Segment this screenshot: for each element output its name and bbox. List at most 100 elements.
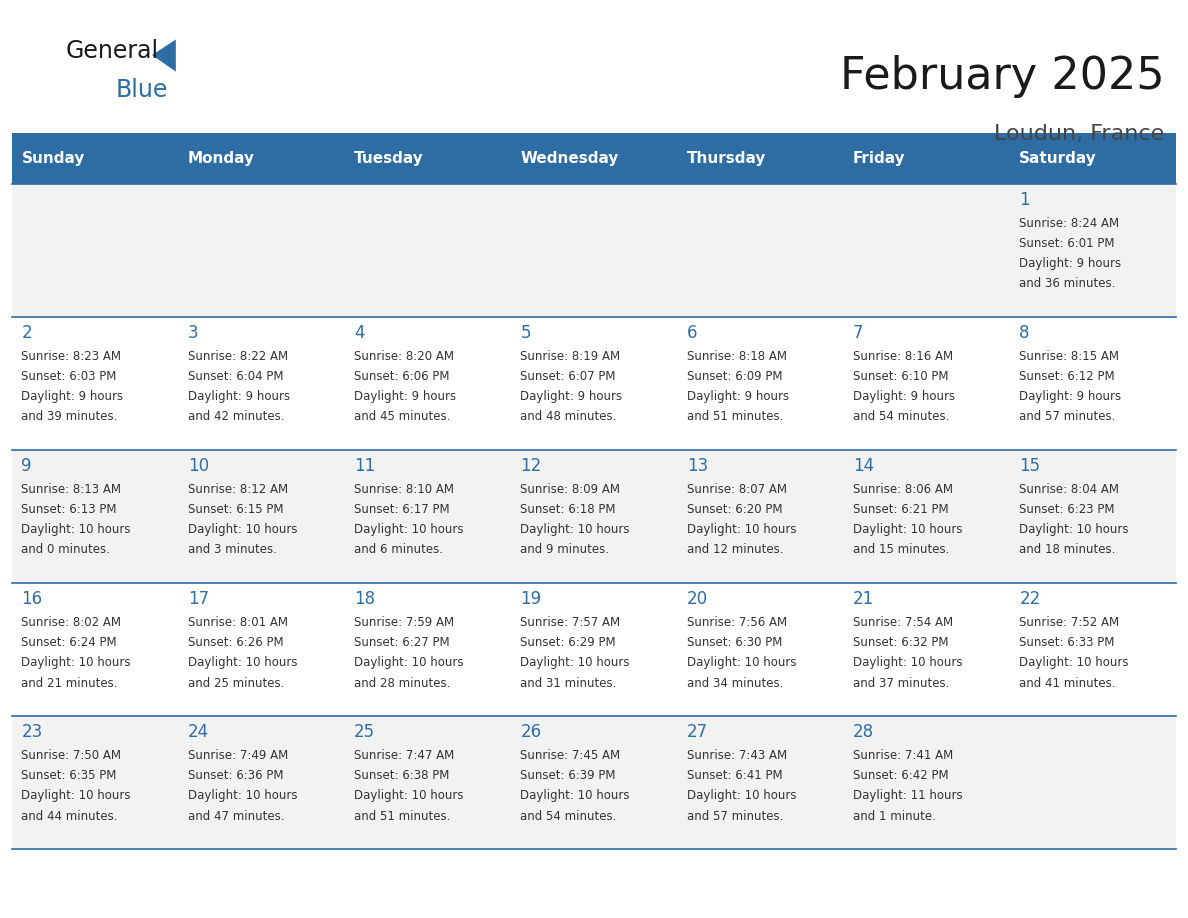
Text: 6: 6 <box>687 324 697 342</box>
Text: Sunrise: 7:45 AM: Sunrise: 7:45 AM <box>520 749 620 762</box>
Text: 3: 3 <box>188 324 198 342</box>
Text: Sunrise: 8:16 AM: Sunrise: 8:16 AM <box>853 350 953 363</box>
Text: 28: 28 <box>853 723 874 742</box>
Text: Sunset: 6:24 PM: Sunset: 6:24 PM <box>21 636 116 649</box>
Text: Daylight: 10 hours: Daylight: 10 hours <box>21 789 131 802</box>
Text: Sunrise: 8:10 AM: Sunrise: 8:10 AM <box>354 483 454 496</box>
Text: Daylight: 10 hours: Daylight: 10 hours <box>520 789 630 802</box>
Bar <box>12 716 1176 849</box>
Text: Daylight: 9 hours: Daylight: 9 hours <box>1019 390 1121 403</box>
Text: Sunset: 6:29 PM: Sunset: 6:29 PM <box>520 636 615 649</box>
Text: Daylight: 10 hours: Daylight: 10 hours <box>188 523 297 536</box>
Text: and 41 minutes.: and 41 minutes. <box>1019 677 1116 689</box>
Text: and 54 minutes.: and 54 minutes. <box>520 810 617 823</box>
Text: Sunrise: 8:06 AM: Sunrise: 8:06 AM <box>853 483 953 496</box>
Text: Sunset: 6:12 PM: Sunset: 6:12 PM <box>1019 370 1114 383</box>
Text: Daylight: 10 hours: Daylight: 10 hours <box>1019 523 1129 536</box>
Text: Sunrise: 7:41 AM: Sunrise: 7:41 AM <box>853 749 953 762</box>
Text: Sunrise: 8:02 AM: Sunrise: 8:02 AM <box>21 616 121 629</box>
Text: 7: 7 <box>853 324 864 342</box>
Text: Sunset: 6:39 PM: Sunset: 6:39 PM <box>520 769 615 782</box>
Text: and 3 minutes.: and 3 minutes. <box>188 543 277 556</box>
Text: 5: 5 <box>520 324 531 342</box>
Text: Daylight: 10 hours: Daylight: 10 hours <box>853 656 962 669</box>
Text: Sunrise: 7:47 AM: Sunrise: 7:47 AM <box>354 749 454 762</box>
Text: 13: 13 <box>687 457 708 476</box>
Text: Sunrise: 7:56 AM: Sunrise: 7:56 AM <box>687 616 786 629</box>
Text: 27: 27 <box>687 723 708 742</box>
Text: Sunset: 6:18 PM: Sunset: 6:18 PM <box>520 503 615 516</box>
Text: Sunrise: 8:15 AM: Sunrise: 8:15 AM <box>1019 350 1119 363</box>
Text: Sunset: 6:17 PM: Sunset: 6:17 PM <box>354 503 449 516</box>
Text: 22: 22 <box>1019 590 1041 609</box>
Text: and 39 minutes.: and 39 minutes. <box>21 410 118 423</box>
Text: 23: 23 <box>21 723 43 742</box>
Text: Sunset: 6:26 PM: Sunset: 6:26 PM <box>188 636 283 649</box>
Text: Sunrise: 8:19 AM: Sunrise: 8:19 AM <box>520 350 620 363</box>
Text: Sunrise: 7:59 AM: Sunrise: 7:59 AM <box>354 616 454 629</box>
Text: and 34 minutes.: and 34 minutes. <box>687 677 783 689</box>
Text: Sunrise: 8:20 AM: Sunrise: 8:20 AM <box>354 350 454 363</box>
Text: February 2025: February 2025 <box>840 55 1164 98</box>
Text: and 44 minutes.: and 44 minutes. <box>21 810 118 823</box>
Text: 16: 16 <box>21 590 43 609</box>
Text: Daylight: 10 hours: Daylight: 10 hours <box>853 523 962 536</box>
Text: 19: 19 <box>520 590 542 609</box>
Text: and 37 minutes.: and 37 minutes. <box>853 677 949 689</box>
Text: Sunset: 6:38 PM: Sunset: 6:38 PM <box>354 769 449 782</box>
Text: 17: 17 <box>188 590 209 609</box>
Text: 15: 15 <box>1019 457 1041 476</box>
Text: Sunset: 6:21 PM: Sunset: 6:21 PM <box>853 503 948 516</box>
Text: and 42 minutes.: and 42 minutes. <box>188 410 284 423</box>
Text: Sunset: 6:42 PM: Sunset: 6:42 PM <box>853 769 948 782</box>
Text: Sunrise: 7:57 AM: Sunrise: 7:57 AM <box>520 616 620 629</box>
Text: Thursday: Thursday <box>687 151 766 166</box>
Text: Sunrise: 7:50 AM: Sunrise: 7:50 AM <box>21 749 121 762</box>
Text: and 54 minutes.: and 54 minutes. <box>853 410 949 423</box>
Text: Sunset: 6:30 PM: Sunset: 6:30 PM <box>687 636 782 649</box>
Text: General: General <box>65 39 158 63</box>
Text: Daylight: 10 hours: Daylight: 10 hours <box>520 656 630 669</box>
Text: Sunrise: 8:13 AM: Sunrise: 8:13 AM <box>21 483 121 496</box>
Text: Sunset: 6:13 PM: Sunset: 6:13 PM <box>21 503 116 516</box>
Text: Daylight: 10 hours: Daylight: 10 hours <box>354 523 463 536</box>
Text: Daylight: 10 hours: Daylight: 10 hours <box>1019 656 1129 669</box>
Polygon shape <box>152 39 176 72</box>
Text: 1: 1 <box>1019 191 1030 209</box>
Text: and 15 minutes.: and 15 minutes. <box>853 543 949 556</box>
Text: and 0 minutes.: and 0 minutes. <box>21 543 110 556</box>
Text: Sunday: Sunday <box>21 151 84 166</box>
Text: and 9 minutes.: and 9 minutes. <box>520 543 609 556</box>
Text: and 1 minute.: and 1 minute. <box>853 810 936 823</box>
Text: 12: 12 <box>520 457 542 476</box>
Text: Sunset: 6:15 PM: Sunset: 6:15 PM <box>188 503 283 516</box>
Text: Daylight: 10 hours: Daylight: 10 hours <box>188 656 297 669</box>
Text: Sunrise: 7:52 AM: Sunrise: 7:52 AM <box>1019 616 1119 629</box>
Text: Blue: Blue <box>115 78 168 102</box>
Text: 26: 26 <box>520 723 542 742</box>
Text: 21: 21 <box>853 590 874 609</box>
Text: 14: 14 <box>853 457 874 476</box>
Text: and 57 minutes.: and 57 minutes. <box>1019 410 1116 423</box>
Text: 9: 9 <box>21 457 32 476</box>
Text: and 36 minutes.: and 36 minutes. <box>1019 277 1116 290</box>
Text: Sunset: 6:27 PM: Sunset: 6:27 PM <box>354 636 449 649</box>
Text: Friday: Friday <box>853 151 905 166</box>
Text: and 51 minutes.: and 51 minutes. <box>354 810 450 823</box>
Text: Sunset: 6:32 PM: Sunset: 6:32 PM <box>853 636 948 649</box>
Text: Monday: Monday <box>188 151 254 166</box>
Text: and 21 minutes.: and 21 minutes. <box>21 677 118 689</box>
Text: and 18 minutes.: and 18 minutes. <box>1019 543 1116 556</box>
Bar <box>12 184 1176 317</box>
Text: Sunset: 6:20 PM: Sunset: 6:20 PM <box>687 503 782 516</box>
Text: Wednesday: Wednesday <box>520 151 619 166</box>
Text: Sunset: 6:41 PM: Sunset: 6:41 PM <box>687 769 782 782</box>
Text: and 31 minutes.: and 31 minutes. <box>520 677 617 689</box>
Text: and 45 minutes.: and 45 minutes. <box>354 410 450 423</box>
Text: and 51 minutes.: and 51 minutes. <box>687 410 783 423</box>
Text: 24: 24 <box>188 723 209 742</box>
Text: and 12 minutes.: and 12 minutes. <box>687 543 783 556</box>
Text: Sunset: 6:09 PM: Sunset: 6:09 PM <box>687 370 782 383</box>
Text: 2: 2 <box>21 324 32 342</box>
Text: Sunset: 6:10 PM: Sunset: 6:10 PM <box>853 370 948 383</box>
